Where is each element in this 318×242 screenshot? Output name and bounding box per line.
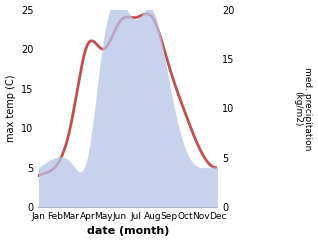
Y-axis label: med. precipitation
(kg/m2): med. precipitation (kg/m2): [293, 67, 313, 150]
Y-axis label: max temp (C): max temp (C): [5, 75, 16, 142]
X-axis label: date (month): date (month): [87, 227, 169, 236]
